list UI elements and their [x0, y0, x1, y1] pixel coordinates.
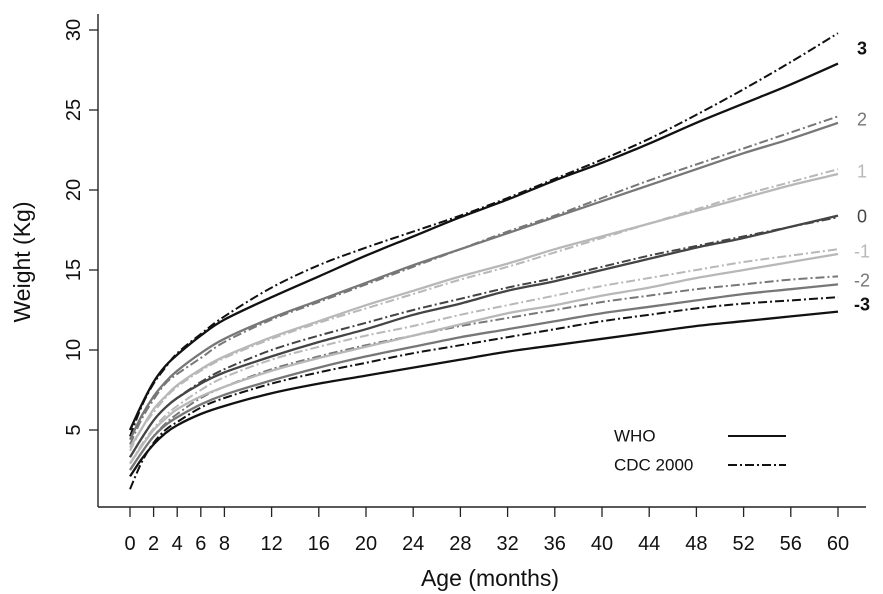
who-curve-z1 [129, 172, 839, 449]
who-curve-zminus1 [129, 252, 839, 465]
z-score-label: -1 [854, 242, 870, 262]
y-axis-title: Weight (Kg) [9, 201, 35, 322]
y-tick-label: 10 [63, 339, 85, 361]
x-tick-label: 56 [780, 533, 802, 555]
x-tick-label: 4 [172, 533, 183, 555]
x-tick-label: 2 [148, 533, 159, 555]
cdc-curve-zminus2 [129, 275, 839, 471]
z-score-labels: 3 2 1 0 -1 -2 -3 [854, 38, 870, 314]
who-curve-zminus3 [129, 310, 839, 478]
y-tick-label: 15 [63, 259, 85, 281]
legend: WHO CDC 2000 [614, 427, 786, 475]
who-curve-z3 [128, 62, 839, 431]
x-tick-label: 8 [219, 533, 230, 555]
y-tick-label: 5 [63, 424, 85, 435]
x-tick-label: 52 [732, 533, 754, 555]
cdc-curve-z2 [129, 115, 839, 445]
y-tick-label: 30 [63, 19, 85, 41]
cdc-curve-z1 [129, 168, 839, 452]
cdc-curve-zminus3 [129, 296, 839, 490]
y-tick-label: 20 [63, 179, 85, 201]
x-tick-label: 12 [260, 533, 282, 555]
x-tick-label: 20 [355, 533, 377, 555]
x-tick-label: 24 [402, 533, 424, 555]
z-score-label: -2 [854, 270, 870, 290]
z-score-label: 2 [857, 110, 867, 130]
x-tick-label: 60 [827, 533, 849, 555]
z-score-label: -3 [854, 294, 870, 314]
x-tick-label: 48 [685, 533, 707, 555]
z-score-label: 1 [857, 162, 867, 182]
who-curve-zminus2 [129, 283, 839, 471]
z-score-label: 0 [857, 206, 867, 226]
cdc-curve-z3 [129, 32, 839, 437]
x-tick-label: 32 [496, 533, 518, 555]
x-tick-label: 44 [638, 533, 660, 555]
y-tick-label: 25 [63, 99, 85, 121]
legend-label: CDC 2000 [614, 456, 693, 475]
cdc-curve-z0 [129, 216, 839, 458]
x-tick-label: 6 [195, 533, 206, 555]
x-tick-label: 36 [544, 533, 566, 555]
z-score-label: 3 [857, 38, 867, 58]
x-tick-label: 28 [449, 533, 471, 555]
x-tick-label: 16 [308, 533, 330, 555]
who-curve-z0 [129, 214, 839, 458]
x-axis-title: Age (months) [421, 565, 559, 591]
cdc-curve-zminus1 [129, 248, 839, 465]
x-tick-label: 40 [591, 533, 613, 555]
growth-curves [128, 32, 839, 490]
x-tick-label: 0 [124, 533, 135, 555]
legend-label: WHO [614, 427, 656, 446]
who-curve-z2 [128, 121, 839, 441]
